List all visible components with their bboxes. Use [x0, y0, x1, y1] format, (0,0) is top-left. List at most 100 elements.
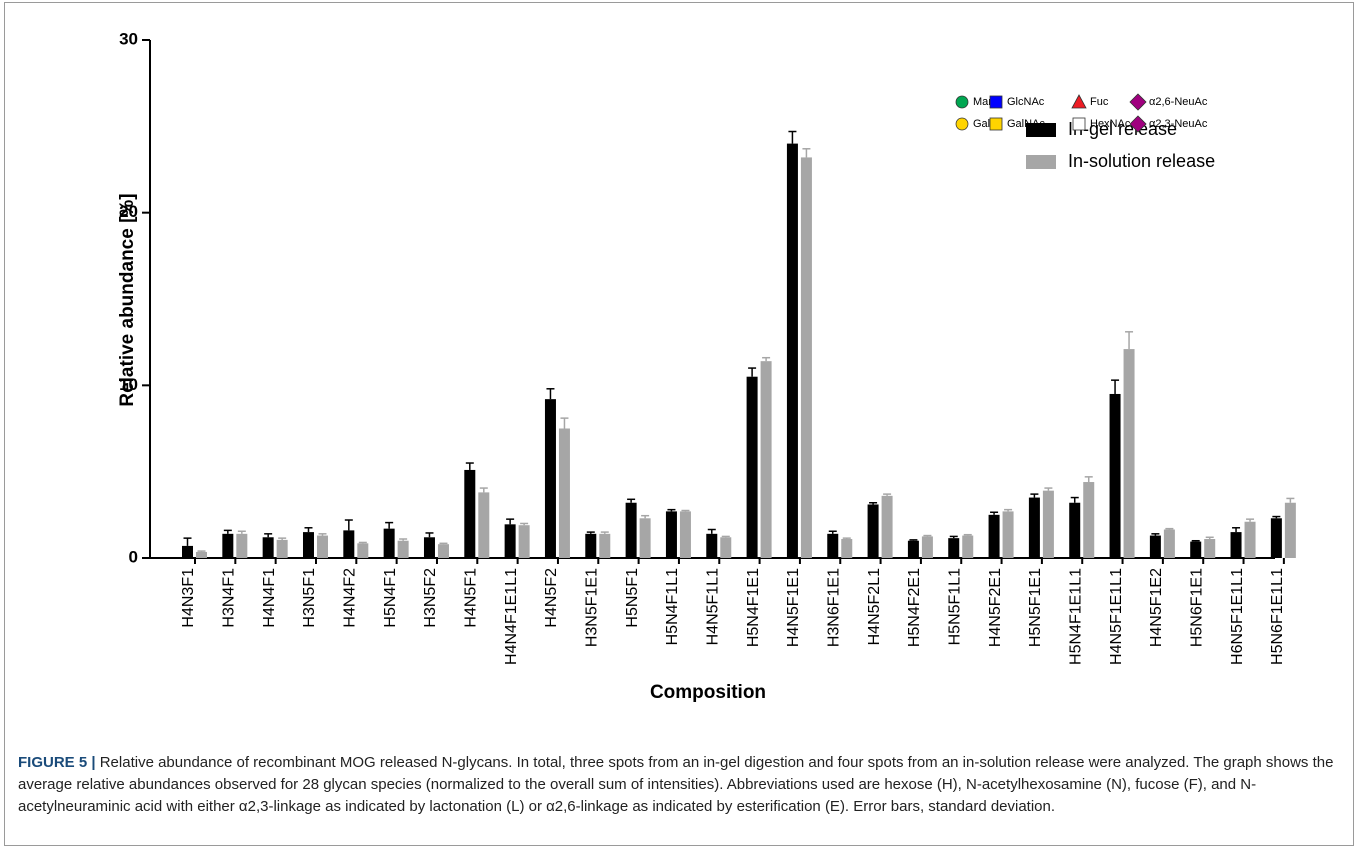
caption-label: FIGURE 5 | [18, 754, 96, 771]
symbol-icon [1073, 118, 1085, 130]
bar [882, 496, 893, 558]
bar [398, 541, 409, 558]
symbol-label: Fuc [1090, 96, 1109, 108]
x-tick-label: H4N5F2E1 [987, 568, 1004, 647]
x-tick-label: H3N5F2 [422, 568, 439, 628]
bar [478, 492, 489, 558]
symbol-label: α2,3-NeuAc [1149, 118, 1208, 130]
x-tick-label: H3N6F1E1 [825, 568, 842, 647]
bar [868, 504, 879, 558]
bar [680, 511, 691, 558]
x-tick-label: H4N4F1E1L1 [503, 568, 520, 665]
x-tick-label: H5N4F1L1 [664, 568, 681, 645]
x-tick-label: H4N5F1E1 [785, 568, 802, 647]
bar [841, 539, 852, 558]
x-tick-label: H4N5F2L1 [866, 568, 883, 645]
bar [1150, 536, 1161, 558]
bar [626, 503, 637, 558]
symbol-icon [956, 118, 968, 130]
symbol-label: GlcNAc [1007, 96, 1045, 108]
bar [1029, 498, 1040, 558]
bar [1069, 503, 1080, 558]
bar [519, 525, 530, 558]
y-tick-label: 20 [119, 202, 138, 221]
bar [801, 157, 812, 558]
x-tick-label: H4N5F1E2 [1148, 568, 1165, 647]
x-tick-label: H4N5F1L1 [704, 568, 721, 645]
x-tick-label: H5N5F1 [624, 568, 641, 628]
bar [222, 534, 233, 558]
bar [922, 536, 933, 558]
x-tick-label: H3N5F1E1 [584, 568, 601, 647]
x-tick-label: H5N6F1E1L1 [1269, 568, 1286, 665]
x-tick-label: H5N5F1E1 [1027, 568, 1044, 647]
x-tick-label: H5N5F1L1 [946, 568, 963, 645]
bar [236, 534, 247, 558]
bar [720, 537, 731, 558]
x-tick-label: H3N4F1 [221, 568, 238, 628]
x-tick-label: H5N4F1 [382, 568, 399, 628]
bar [559, 429, 570, 559]
bar [1083, 482, 1094, 558]
bar [908, 541, 919, 558]
bar [1245, 522, 1256, 558]
x-axis-title: Composition [650, 682, 766, 703]
bar [1043, 491, 1054, 558]
bar [317, 536, 328, 558]
bar [424, 537, 435, 558]
bar [747, 377, 758, 558]
bar [303, 532, 314, 558]
x-tick-label: H4N3F1 [180, 568, 197, 628]
bar [357, 543, 368, 558]
bar [1190, 542, 1201, 558]
x-tick-label: H5N4F1E1L1 [1067, 568, 1084, 665]
bar [948, 538, 959, 558]
symbol-label: GalNAc [1007, 118, 1045, 130]
page: Relative abundance [%] Composition 01020… [0, 0, 1360, 850]
x-tick-label: H4N5F2 [543, 568, 560, 628]
bar [505, 524, 516, 558]
legend-swatch [1026, 155, 1056, 169]
x-tick-label: H6N5F1E1L1 [1229, 568, 1246, 665]
x-tick-label: H4N4F1 [261, 568, 278, 628]
legend-label: In-solution release [1068, 151, 1215, 171]
bar [196, 552, 207, 558]
bar [1271, 518, 1282, 558]
bar [1124, 349, 1135, 558]
y-tick-label: 0 [129, 547, 138, 566]
bar [989, 515, 1000, 558]
symbol-label: α2,6-NeuAc [1149, 96, 1208, 108]
bar [666, 511, 677, 558]
symbol-icon [1072, 95, 1086, 108]
y-tick-label: 10 [119, 375, 138, 394]
x-tick-label: H4N5F1E1L1 [1108, 568, 1125, 665]
bar [277, 540, 288, 558]
bar [1231, 532, 1242, 558]
bar [761, 361, 772, 558]
bar [464, 470, 475, 558]
bar [438, 544, 449, 558]
x-tick-label: H4N5F1 [463, 568, 480, 628]
symbol-label: HexNAc [1090, 118, 1131, 130]
bar [1110, 394, 1121, 558]
y-tick-label: 30 [119, 29, 138, 48]
bar [1003, 511, 1014, 558]
bar [787, 144, 798, 558]
bar [585, 534, 596, 558]
bar [1204, 539, 1215, 558]
bar [182, 546, 193, 558]
bar [343, 530, 354, 558]
caption-text: Relative abundance of recombinant MOG re… [18, 754, 1333, 815]
bar [706, 534, 717, 558]
x-tick-label: H4N4F2 [342, 568, 359, 628]
symbol-icon [1130, 94, 1146, 110]
x-tick-label: H5N4F1E1 [745, 568, 762, 647]
bar [545, 399, 556, 558]
chart: Relative abundance [%] Composition 01020… [0, 0, 1360, 745]
bar [599, 534, 610, 558]
bar [827, 534, 838, 558]
bar [384, 529, 395, 558]
x-tick-label: H5N4F2E1 [906, 568, 923, 647]
symbol-icon [956, 96, 968, 108]
symbol-icon [990, 96, 1002, 108]
